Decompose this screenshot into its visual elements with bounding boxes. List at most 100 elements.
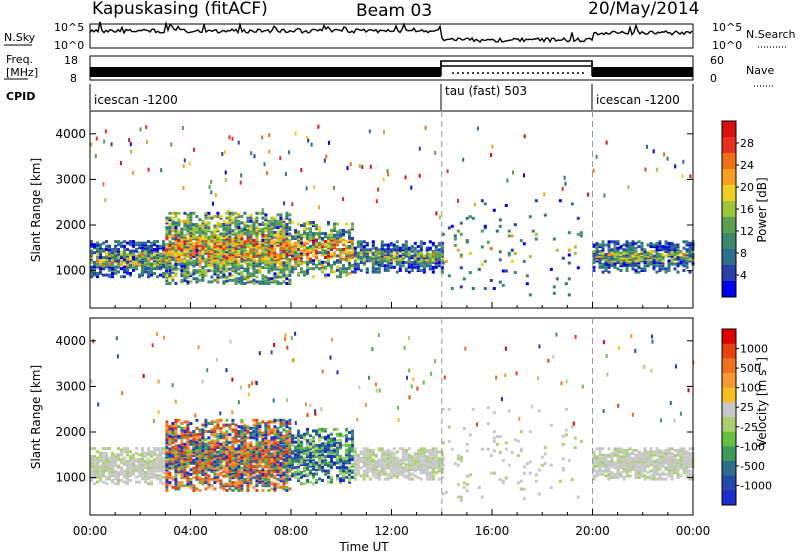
power-cell — [222, 245, 226, 249]
power-cell — [276, 223, 280, 226]
power-cell — [398, 269, 402, 272]
velocity-cell — [327, 435, 330, 439]
power-cell — [371, 256, 375, 260]
power-cell — [228, 274, 232, 277]
velocity-cell — [186, 447, 190, 451]
power-cell — [207, 254, 211, 258]
velocity-cell — [123, 480, 126, 484]
power-cell — [667, 248, 671, 252]
power-cell — [342, 248, 345, 251]
power-cell — [114, 260, 117, 264]
velocity-cell — [183, 449, 187, 453]
power-cell — [282, 274, 286, 277]
power-cell — [165, 259, 169, 263]
power-cell — [201, 259, 205, 263]
power-cell — [333, 244, 336, 248]
velocity-cell — [177, 436, 181, 440]
power-cell — [628, 241, 632, 245]
velocity-cell — [267, 449, 271, 453]
velocity-cell — [294, 447, 297, 451]
power-cell — [643, 248, 647, 252]
nsearch-label: N.Search — [746, 28, 796, 41]
power-cell — [150, 267, 153, 271]
power-cell — [150, 248, 153, 251]
power-cell — [168, 229, 172, 233]
power-cell — [267, 246, 271, 250]
power-cell — [462, 157, 465, 162]
power-cell — [261, 234, 265, 238]
velocity-cell — [306, 439, 309, 443]
velocity-cell — [168, 466, 172, 470]
power-cell — [198, 235, 202, 239]
power-cell — [153, 262, 156, 266]
power-cell — [168, 251, 172, 255]
power-cell — [330, 235, 333, 239]
power-cell — [111, 251, 114, 255]
velocity-cell — [258, 474, 262, 478]
velocity-cell — [318, 431, 321, 435]
power-cell — [165, 251, 169, 255]
velocity-cell — [353, 447, 357, 451]
power-cell — [108, 244, 111, 248]
power-cell — [324, 256, 327, 259]
power-cell — [249, 232, 253, 236]
velocity-cell — [351, 464, 354, 468]
power-cell — [315, 264, 318, 267]
velocity-cell — [99, 469, 102, 473]
velocity-cell — [177, 455, 181, 459]
power-cell — [622, 243, 626, 247]
power-cell — [674, 164, 677, 169]
power-cell — [240, 278, 244, 282]
velocity-cell — [237, 445, 241, 449]
power-cell — [201, 245, 205, 249]
power-cell — [117, 270, 120, 274]
velocity-cell — [315, 455, 318, 458]
power-cell — [234, 250, 238, 254]
power-cell — [243, 253, 247, 257]
power-cell — [380, 254, 384, 258]
power-cell — [404, 175, 407, 180]
power-cell — [195, 242, 199, 246]
velocity-cell — [180, 452, 184, 456]
power-cell — [288, 218, 292, 222]
velocity-cell — [327, 463, 330, 466]
power-cell — [144, 248, 147, 251]
power-cell — [258, 270, 262, 274]
power-cell — [192, 243, 196, 247]
velocity-cell — [219, 426, 223, 430]
power-cell — [309, 259, 312, 263]
power-cell — [204, 259, 208, 263]
velocity-cell — [324, 450, 327, 454]
velocity-cell — [371, 464, 375, 468]
velocity-cell — [288, 453, 292, 457]
power-cell — [658, 257, 662, 261]
velocity-cell — [93, 482, 96, 486]
velocity-cell — [261, 431, 265, 435]
power-cell — [634, 264, 638, 268]
power-cell — [377, 249, 381, 253]
velocity-cell — [300, 445, 303, 449]
power-cell — [276, 258, 280, 262]
velocity-cell — [171, 434, 175, 438]
velocity-cell — [174, 449, 178, 453]
power-cell — [604, 269, 608, 272]
power-cell — [99, 262, 102, 266]
power-cell — [228, 251, 232, 255]
power-cell — [210, 238, 214, 242]
velocity-cell — [183, 452, 187, 456]
velocity-cell — [168, 442, 172, 446]
velocity-cell — [315, 461, 318, 465]
velocity-cell — [96, 471, 99, 474]
power-cell — [141, 249, 144, 253]
power-cell — [252, 221, 256, 225]
power-cell — [102, 260, 105, 264]
velocity-cell — [222, 469, 226, 473]
power-cell — [264, 248, 268, 252]
power-cell — [252, 218, 256, 222]
power-cell — [267, 238, 271, 242]
cpid-segment-3: icescan -1200 — [596, 93, 680, 107]
power-cell — [240, 246, 244, 250]
power-cell — [327, 273, 330, 277]
velocity-cell — [210, 422, 214, 425]
power-cell — [147, 267, 150, 271]
